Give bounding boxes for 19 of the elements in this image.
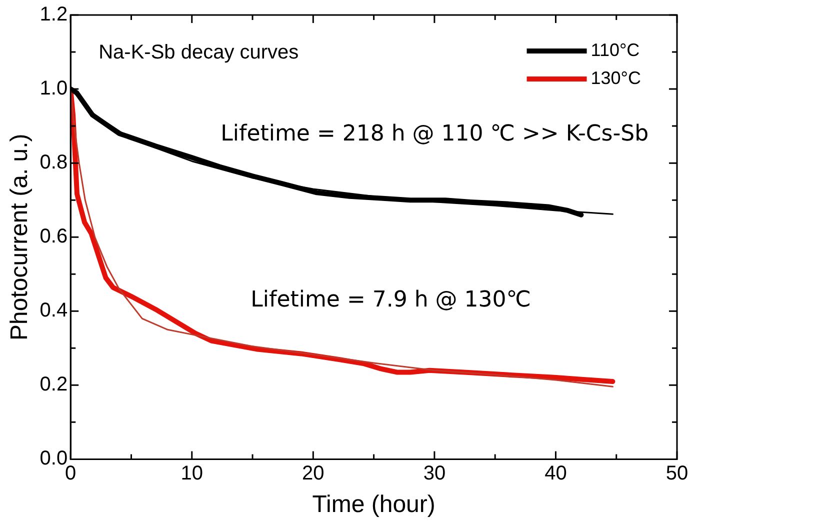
y-tick-label: 0.6 — [40, 226, 68, 248]
y-tick-label: 0.8 — [40, 152, 68, 174]
annotation: Na-K-Sb decay curves — [98, 42, 299, 64]
annotation: Lifetime = 7.9 h @ 130℃ — [250, 288, 531, 313]
x-tick-label: 10 — [180, 462, 204, 485]
x-tick-label: 30 — [423, 462, 446, 485]
x-tick-label: 40 — [544, 462, 567, 485]
y-tick-label: 1.0 — [40, 78, 68, 100]
x-tick-label: 20 — [302, 462, 324, 485]
y-tick-label: 0.2 — [40, 374, 68, 396]
x-axis-title: Time (hour) — [312, 491, 436, 518]
annotation: Lifetime = 218 h @ 110 ℃ >> K-Cs-Sb — [220, 122, 649, 147]
legend-label: 110°C — [590, 40, 640, 60]
legend-label: 130°C — [590, 68, 642, 88]
y-axis-title: Photocurrent (a. u.) — [6, 134, 34, 340]
x-tick-label: 0 — [65, 462, 76, 485]
y-tick-label: 0.4 — [40, 300, 68, 322]
y-tick-label: 1.2 — [40, 4, 68, 26]
x-tick-label: 50 — [666, 462, 688, 485]
